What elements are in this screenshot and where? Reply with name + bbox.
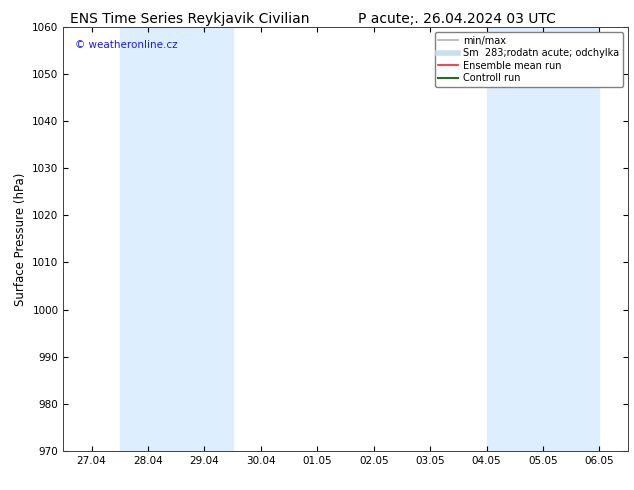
Text: © weatheronline.cz: © weatheronline.cz	[75, 40, 178, 49]
Bar	[487, 27, 543, 451]
Bar	[120, 27, 176, 451]
Bar	[176, 27, 233, 451]
Y-axis label: Surface Pressure (hPa): Surface Pressure (hPa)	[14, 172, 27, 306]
Bar	[543, 27, 600, 451]
Text: P acute;. 26.04.2024 03 UTC: P acute;. 26.04.2024 03 UTC	[358, 12, 555, 26]
Legend: min/max, Sm  283;rodatn acute; odchylka, Ensemble mean run, Controll run: min/max, Sm 283;rodatn acute; odchylka, …	[434, 32, 623, 87]
Text: ENS Time Series Reykjavik Civilian: ENS Time Series Reykjavik Civilian	[70, 12, 310, 26]
